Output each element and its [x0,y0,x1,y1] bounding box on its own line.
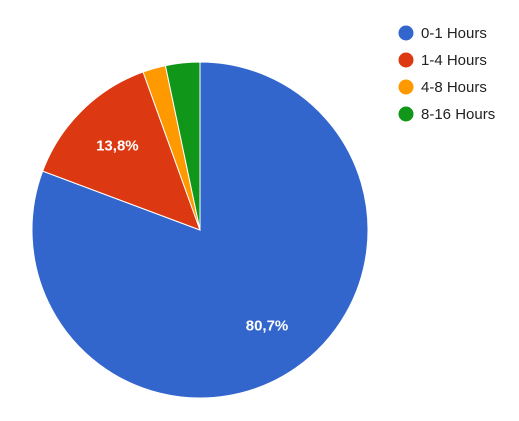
legend-label: 8-16 Hours [421,106,495,123]
slice-label: 13,8% [96,137,139,154]
slice-label: 80,7% [246,318,289,335]
legend-marker [398,79,414,95]
legend-label: 1-4 Hours [421,52,487,69]
pie-slice [42,71,201,231]
pie-slice [164,61,201,231]
legend-marker [398,106,414,122]
legend-label: 0-1 Hours [421,25,487,42]
legend-label: 4-8 Hours [421,79,487,96]
legend-marker [398,25,414,41]
legend-marker [398,52,414,68]
